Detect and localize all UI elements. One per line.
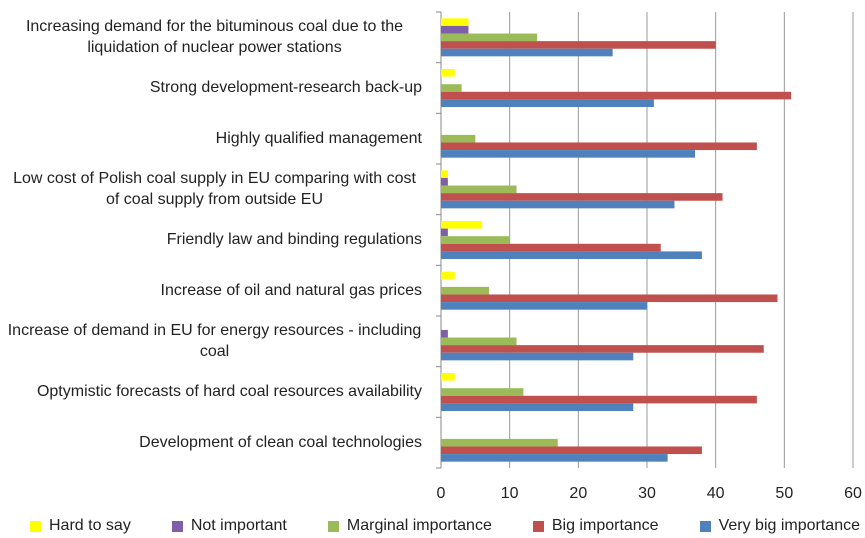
bar <box>441 286 490 295</box>
bar <box>441 345 764 353</box>
bar <box>441 177 448 186</box>
bar <box>441 454 668 462</box>
bar <box>441 438 558 447</box>
legend-item: Very big importance <box>699 517 860 535</box>
category-label-box: Increase of demand in EU for energy reso… <box>0 316 422 367</box>
bar <box>441 134 476 143</box>
legend-item: Marginal importance <box>327 517 492 535</box>
category-label: Friendly law and binding regulations <box>166 231 422 249</box>
bar <box>441 271 455 280</box>
category-label-box: Highly qualified management <box>0 113 422 164</box>
bar <box>441 91 792 100</box>
category-label-box: Increase of oil and natural gas prices <box>0 265 422 316</box>
bar <box>441 221 483 229</box>
bar <box>441 48 613 57</box>
legend-item: Hard to say <box>30 517 131 535</box>
x-tick-label: 60 <box>844 485 862 502</box>
category-label-box: Low cost of Polish coal supply in EU com… <box>0 164 422 215</box>
category-label-box: Friendly law and binding regulations <box>0 215 422 266</box>
category-label-box: Optymistic forecasts of hard coal resour… <box>0 367 422 418</box>
bar <box>441 25 469 34</box>
bar <box>441 170 448 178</box>
bar <box>441 69 455 77</box>
bar <box>441 243 661 252</box>
category-label: Increasing demand for the bituminous coa… <box>25 18 404 57</box>
legend-swatch <box>171 520 183 532</box>
bar <box>441 294 778 303</box>
legend-label: Hard to say <box>49 517 131 534</box>
bar <box>441 33 538 42</box>
bar <box>441 99 654 107</box>
legend-label: Very big importance <box>718 517 860 534</box>
bar <box>441 142 757 151</box>
bar <box>441 373 455 381</box>
bar <box>441 329 448 338</box>
bar <box>441 193 723 201</box>
legend-label: Big importance <box>551 517 659 534</box>
bar <box>441 446 702 455</box>
legend-swatch <box>532 520 544 532</box>
x-tick-label: 50 <box>775 485 793 502</box>
x-tick-label: 0 <box>437 485 446 502</box>
category-label-box: Increasing demand for the bituminous coa… <box>0 12 422 63</box>
category-label: Increase of oil and natural gas prices <box>160 282 422 300</box>
legend: Hard to say Not important Marginal importa… <box>30 517 860 535</box>
x-tick-label: 20 <box>569 485 587 502</box>
bar <box>441 41 716 49</box>
bar <box>441 352 634 361</box>
x-tick-label: 10 <box>501 485 519 502</box>
bar <box>441 302 647 310</box>
bar <box>441 200 675 209</box>
legend-swatch <box>30 520 41 532</box>
legend-item: Not important <box>171 517 287 535</box>
category-label: Increase of demand in EU for energy reso… <box>7 322 422 361</box>
bar <box>441 185 517 194</box>
bar <box>441 84 462 92</box>
bar <box>441 388 524 396</box>
bar <box>441 337 517 346</box>
legend-item: Big importance <box>532 517 659 535</box>
category-label: Strong development-research back-up <box>149 79 422 97</box>
legend-label: Not important <box>190 517 287 534</box>
bar <box>441 236 510 244</box>
legend-swatch <box>327 520 339 532</box>
bar <box>441 228 448 237</box>
bar <box>441 150 696 158</box>
x-tick-label: 30 <box>638 485 656 502</box>
bar <box>441 251 702 259</box>
category-label: Development of clean coal technologies <box>139 434 422 452</box>
x-tick-label: 40 <box>707 485 725 502</box>
category-label: Low cost of Polish coal supply in EU com… <box>13 170 416 209</box>
category-label: Highly qualified management <box>215 130 422 148</box>
bar <box>441 18 469 26</box>
legend-label: Marginal importance <box>346 517 492 534</box>
legend-swatch <box>699 520 711 532</box>
bar <box>441 403 634 411</box>
category-label-box: Development of clean coal technologies <box>0 417 422 468</box>
category-label-box: Strong development-research back-up <box>0 63 422 114</box>
bar <box>441 395 757 404</box>
category-label: Optymistic forecasts of hard coal resour… <box>36 383 422 401</box>
